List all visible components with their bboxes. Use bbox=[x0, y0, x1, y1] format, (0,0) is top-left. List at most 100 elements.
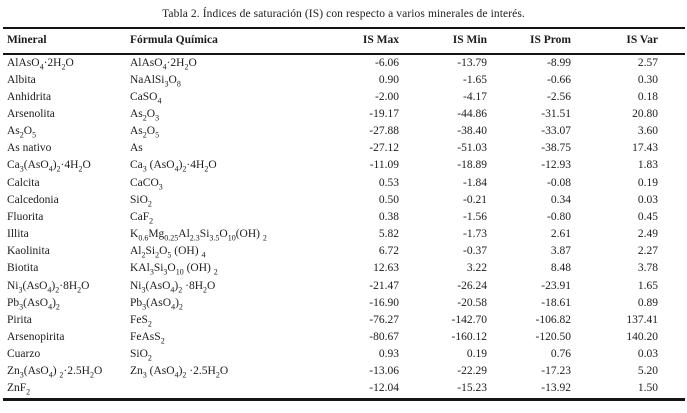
is-max-cell: -21.47 bbox=[369, 279, 399, 292]
is-max-cell: -80.67 bbox=[369, 331, 399, 343]
is-var-cell: 0.45 bbox=[637, 210, 658, 223]
is-prom-cell: -38.75 bbox=[541, 142, 571, 155]
table-row: AlAsO4·2H2O AlAsO4·2H2O -6.06 -13.79 -8.99 2.… bbox=[3, 54, 685, 72]
is-max-cell: -13.06 bbox=[369, 365, 399, 378]
mineral-cell: Biotita bbox=[7, 262, 39, 275]
is-var-cell: 2.27 bbox=[637, 245, 658, 258]
is-min-cell: 3.22 bbox=[466, 262, 487, 275]
mineral-cell: AlAsO4·2H2O bbox=[7, 56, 74, 71]
is-prom-cell: -0.08 bbox=[547, 176, 571, 189]
mineral-cell: Albita bbox=[7, 73, 36, 86]
table-row: Anhidrita CaSO4 -2.00 -4.17 -2.56 0.18 bbox=[3, 89, 685, 106]
mineral-cell: Ni3(AsO4)2·8H2O bbox=[7, 279, 90, 294]
is-min-cell: -1.84 bbox=[463, 176, 487, 189]
is-var-cell: 5.20 bbox=[637, 365, 658, 378]
formula-cell: Al2Si2O5 (OH) 4 bbox=[130, 245, 206, 260]
mineral-cell: Kaolinita bbox=[7, 245, 50, 258]
formula-cell: As2O3 bbox=[130, 107, 160, 123]
table-row: Calcita CaCO3 0.53 -1.84 -0.08 0.19 bbox=[3, 175, 685, 192]
table-body: AlAsO4·2H2O AlAsO4·2H2O -6.06 -13.79 -8.99 2.… bbox=[3, 54, 685, 400]
table-row: Calcedonia SiO2 0.50 -0.21 0.34 0.03 bbox=[3, 192, 685, 209]
is-min-cell: -0.37 bbox=[463, 245, 487, 258]
is-prom-cell: -13.92 bbox=[541, 382, 571, 395]
is-max-cell: 5.82 bbox=[378, 228, 399, 241]
table-row: Pirita FeS2 -76.27 -142.70 -106.82 137.41 bbox=[3, 312, 685, 329]
is-prom-cell: -120.50 bbox=[535, 331, 571, 343]
is-max-cell: -2.00 bbox=[375, 90, 399, 103]
formula-cell: CaCO3 bbox=[130, 176, 163, 191]
mineral-cell: Anhidrita bbox=[7, 90, 52, 103]
is-max-cell: 0.90 bbox=[378, 73, 399, 86]
is-min-cell: -4.17 bbox=[463, 90, 487, 103]
is-min-cell: -160.12 bbox=[451, 331, 487, 343]
formula-cell: SiO2 bbox=[130, 193, 152, 209]
table-row: Arsenopirita FeAsS2 -80.67 -160.12 -120.50 14… bbox=[3, 329, 685, 346]
is-prom-cell: -0.66 bbox=[547, 73, 571, 86]
is-min-cell: -1.56 bbox=[463, 210, 487, 223]
formula-cell: CaF2 bbox=[130, 210, 154, 226]
formula-cell: As2O5 bbox=[130, 125, 160, 140]
mineral-cell: Illita bbox=[7, 228, 29, 241]
is-min-cell: -15.23 bbox=[457, 382, 487, 395]
mineral-cell: Ca3(AsO4)2·4H2O bbox=[7, 159, 91, 174]
mineral-cell: As2O5 bbox=[7, 125, 37, 140]
is-prom-cell: -23.91 bbox=[541, 279, 571, 292]
is-var-cell: 137.41 bbox=[626, 313, 658, 326]
is-min-cell: -22.29 bbox=[457, 365, 487, 378]
table-header: Mineral Fórmula Química IS Max IS Min IS Pro… bbox=[3, 28, 685, 54]
formula-cell: As bbox=[130, 142, 143, 155]
is-max-cell: -11.09 bbox=[369, 159, 399, 172]
is-min-cell: -13.79 bbox=[457, 56, 487, 69]
is-var-cell: 0.19 bbox=[637, 176, 658, 189]
is-prom-cell: -8.99 bbox=[547, 56, 571, 69]
is-prom-cell: -12.93 bbox=[541, 159, 571, 172]
is-var-cell: 1.65 bbox=[637, 279, 658, 292]
is-min-cell: -1.65 bbox=[463, 73, 487, 86]
table-row: Illita K0.6Mg0.25Al2.3Si3.5O10(OH) 2 5.82 -… bbox=[3, 226, 685, 243]
is-prom-cell: -31.51 bbox=[541, 107, 571, 120]
table-row: As nativo As -27.12 -51.03 -38.75 17.43 bbox=[3, 140, 685, 157]
formula-cell: NaAlSi3O8 bbox=[130, 73, 181, 88]
is-var-cell: 0.18 bbox=[637, 90, 658, 103]
is-var-cell: 17.43 bbox=[632, 142, 658, 155]
is-prom-cell: -17.23 bbox=[541, 365, 571, 378]
is-var-cell: 3.60 bbox=[637, 125, 658, 138]
formula-cell: SiO2 bbox=[130, 348, 152, 363]
table-row: Kaolinita Al2Si2O5 (OH) 4 6.72 -0.37 3.87 2.2… bbox=[3, 243, 685, 260]
table-row: Biotita KAl3Si3O10 (OH) 2 12.63 3.22 8.48 3.7… bbox=[3, 260, 685, 277]
formula-cell: AlAsO4·2H2O bbox=[130, 56, 197, 71]
is-max-cell: -19.17 bbox=[369, 107, 399, 120]
table-row: Ni3(AsO4)2·8H2O Ni3(AsO4)2 ·8H2O -21.47 -26… bbox=[3, 278, 685, 295]
mineral-cell: Calcita bbox=[7, 176, 40, 189]
table-row: Cuarzo SiO2 0.93 0.19 0.76 0.03 bbox=[3, 346, 685, 363]
mineral-cell: Pirita bbox=[7, 313, 32, 326]
is-var-cell: 0.89 bbox=[637, 296, 658, 309]
is-max-cell: -27.12 bbox=[369, 142, 399, 155]
formula-cell: Pb3(AsO4)2 bbox=[130, 296, 183, 311]
is-min-cell: -1.73 bbox=[463, 228, 487, 241]
formula-cell: CaSO4 bbox=[130, 90, 162, 106]
is-max-cell: 0.93 bbox=[378, 348, 399, 361]
is-max-cell: -16.90 bbox=[369, 296, 399, 309]
table-row: Pb3(AsO4)2 Pb3(AsO4)2 -16.90 -20.58 -18.61 0.… bbox=[3, 295, 685, 312]
is-min-cell: -26.24 bbox=[457, 279, 487, 292]
is-var-cell: 0.03 bbox=[637, 348, 658, 361]
column-header-mineral: Mineral bbox=[7, 34, 47, 46]
mineral-cell: Arsenolita bbox=[7, 107, 55, 120]
is-prom-cell: -2.56 bbox=[547, 90, 571, 103]
is-prom-cell: 8.48 bbox=[550, 262, 571, 275]
is-min-cell: -0.21 bbox=[463, 193, 487, 206]
is-var-cell: 20.80 bbox=[632, 107, 658, 120]
is-var-cell: 1.83 bbox=[637, 159, 658, 172]
table-row: Fluorita CaF2 0.38 -1.56 -0.80 0.45 bbox=[3, 209, 685, 226]
is-prom-cell: -18.61 bbox=[541, 296, 571, 309]
column-header-is-prom: IS Prom bbox=[530, 34, 571, 46]
is-prom-cell: 0.34 bbox=[550, 193, 571, 206]
is-var-cell: 0.30 bbox=[637, 73, 658, 86]
formula-cell: Zn3 (AsO4)2 ·2.5H2O bbox=[130, 365, 229, 380]
is-max-cell: 0.53 bbox=[378, 176, 399, 189]
mineral-cell: Cuarzo bbox=[7, 348, 41, 361]
column-header-is-var: IS Var bbox=[626, 34, 658, 46]
is-var-cell: 0.03 bbox=[637, 193, 658, 206]
table-row: Albita NaAlSi3O8 0.90 -1.65 -0.66 0.30 bbox=[3, 72, 685, 89]
